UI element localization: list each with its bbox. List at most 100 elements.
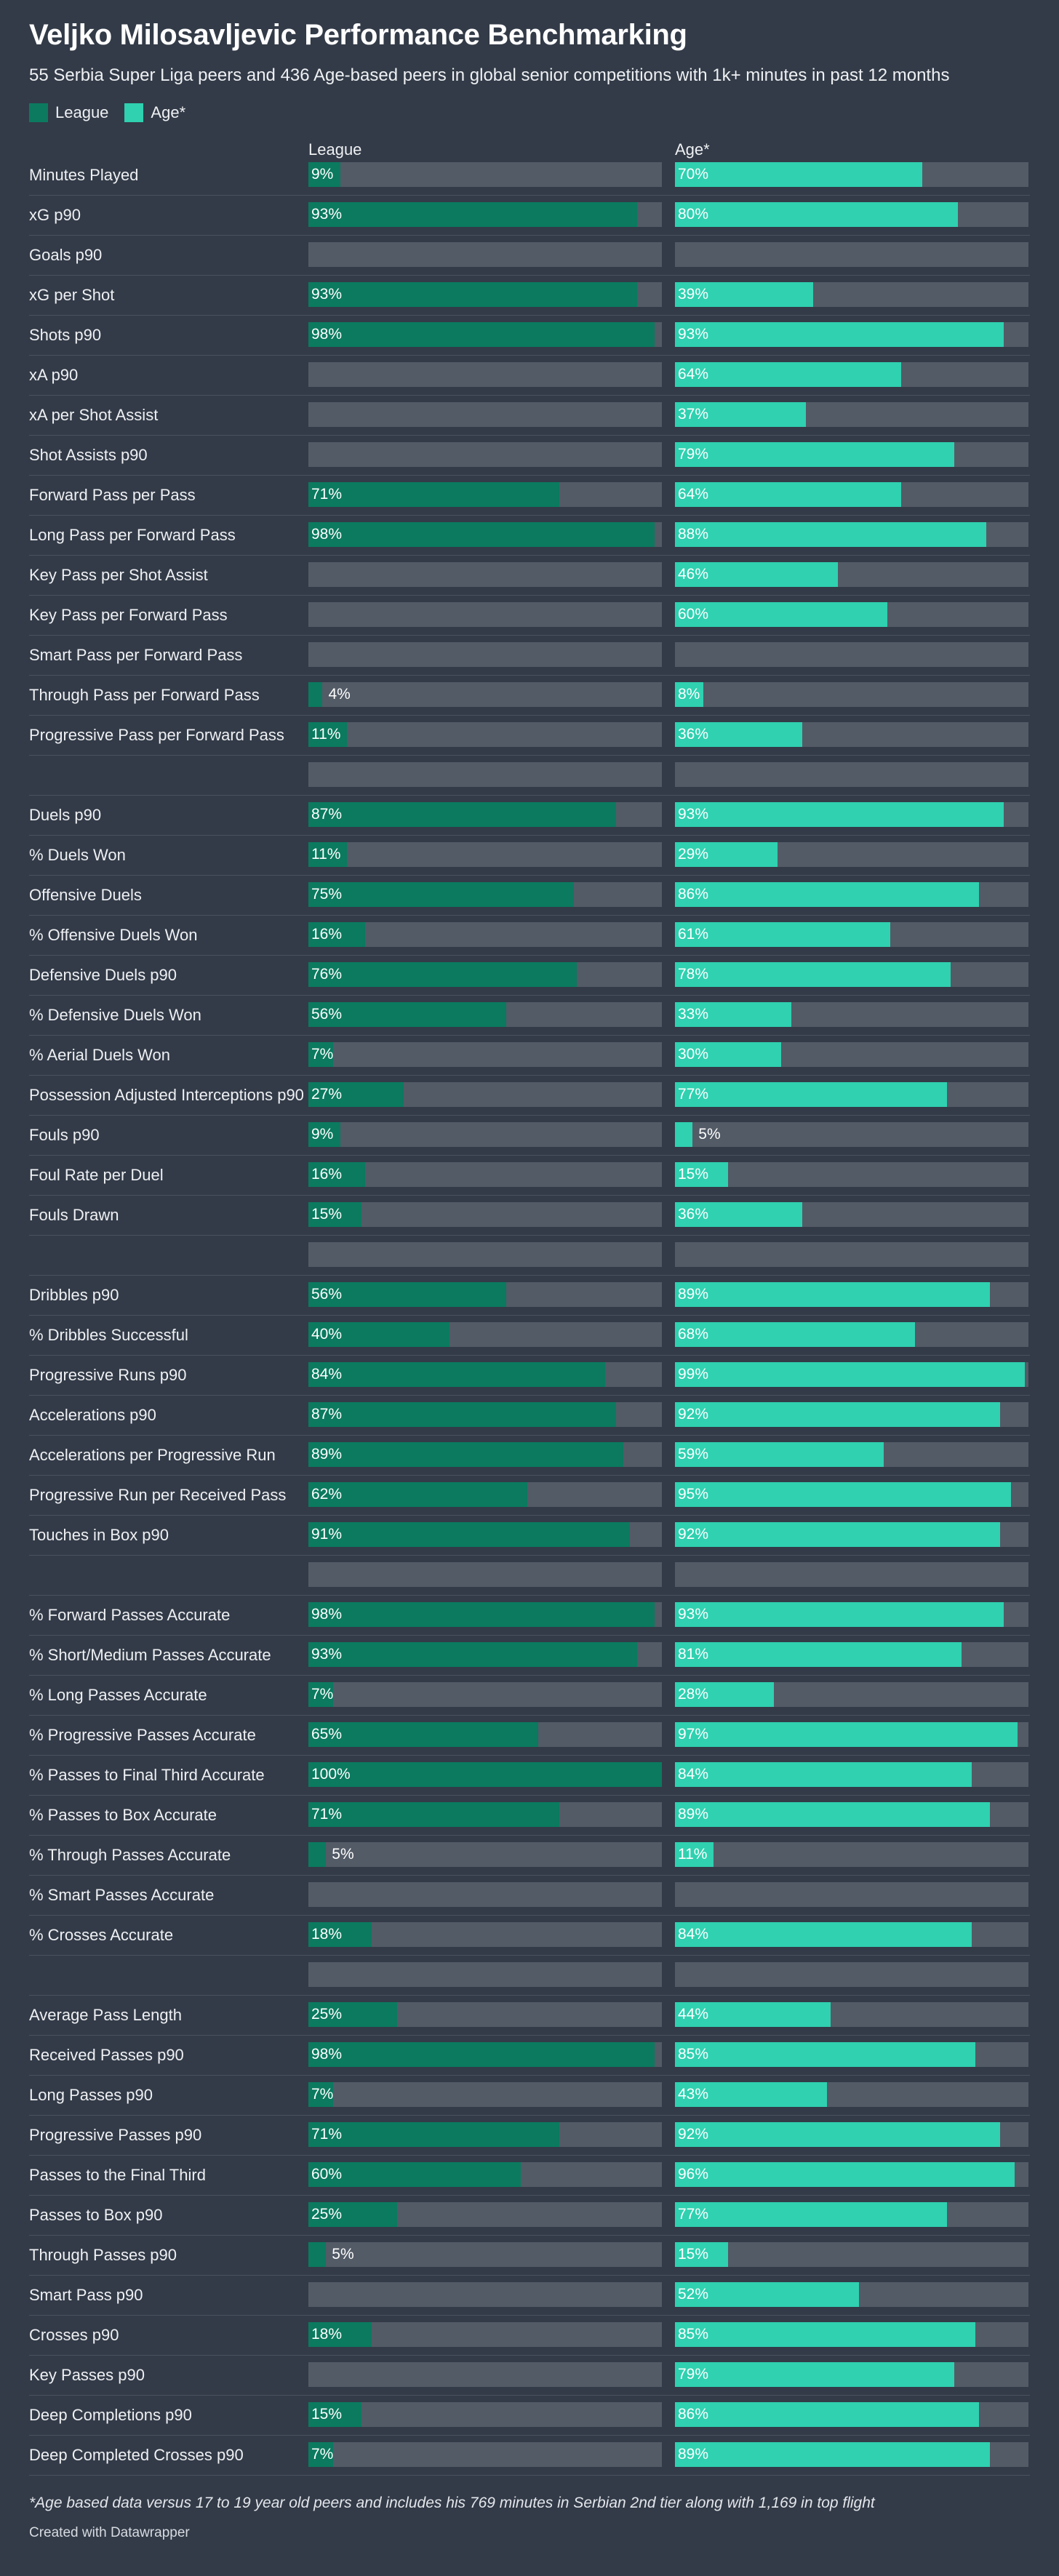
age-bar: [675, 2442, 990, 2467]
league-track: [308, 362, 662, 387]
league-bar: [308, 722, 348, 747]
age-value-label: 77%: [678, 2206, 709, 2223]
age-bar: [675, 2202, 948, 2227]
age-track: 36%: [675, 1202, 1028, 1227]
credit: Created with Datawrapper: [29, 2525, 190, 2540]
table-row: Possession Adjusted Interceptions p90 27%…: [29, 1076, 1030, 1116]
league-bar: [308, 802, 616, 827]
table-row: Goals p90: [29, 236, 1030, 276]
row-label: Through Pass per Forward Pass: [29, 686, 260, 704]
league-value-label: 9%: [311, 166, 334, 183]
age-value-label: 5%: [698, 1126, 721, 1143]
league-bar: [308, 1402, 616, 1427]
table-row: % Aerial Duels Won 7% 30%: [29, 1036, 1030, 1076]
age-track: 93%: [675, 1602, 1028, 1627]
age-bar: [675, 202, 958, 227]
league-track: 100%: [308, 1762, 662, 1787]
league-track: [308, 2282, 662, 2307]
age-track: [675, 1882, 1028, 1907]
league-track: [308, 1962, 662, 1987]
table-row: Progressive Run per Received Pass 62% 95%: [29, 1476, 1030, 1516]
age-bar: [675, 322, 1004, 347]
table-row: Touches in Box p90 91% 92%: [29, 1516, 1030, 1556]
table-row: Smart Pass per Forward Pass: [29, 636, 1030, 676]
league-bar: [308, 1922, 372, 1947]
table-row: % Forward Passes Accurate 98% 93%: [29, 1596, 1030, 1636]
league-value-label: 62%: [311, 1486, 343, 1503]
age-value-label: 64%: [678, 366, 709, 383]
league-bar: [308, 1122, 340, 1147]
age-bar: [675, 442, 954, 467]
league-value-label: 7%: [311, 2446, 334, 2463]
league-track: 89%: [308, 1442, 662, 1467]
league-value-label: 25%: [311, 2206, 343, 2223]
age-value-label: 93%: [678, 1606, 709, 1623]
row-label: % Long Passes Accurate: [29, 1686, 207, 1704]
league-track: [308, 402, 662, 427]
age-track: 70%: [675, 162, 1028, 187]
age-value-label: 92%: [678, 1406, 709, 1423]
age-bar: [675, 922, 891, 947]
row-label: Touches in Box p90: [29, 1526, 169, 1544]
league-track: 93%: [308, 282, 662, 307]
league-track: 18%: [308, 1922, 662, 1947]
league-bar: [308, 2242, 327, 2267]
table-row: Long Pass per Forward Pass 98% 88%: [29, 516, 1030, 556]
age-track: 96%: [675, 2162, 1028, 2187]
age-track: 43%: [675, 2082, 1028, 2107]
league-value-label: 7%: [311, 1046, 334, 1063]
age-track: [675, 642, 1028, 667]
age-track: 59%: [675, 1442, 1028, 1467]
table-row: % Through Passes Accurate 5% 11%: [29, 1836, 1030, 1876]
table-row: Fouls p90 9% 5%: [29, 1116, 1030, 1156]
age-value-label: 92%: [678, 1526, 709, 1543]
age-bar: [675, 1682, 775, 1707]
league-bar: [308, 1482, 528, 1507]
league-value-label: 16%: [311, 1166, 343, 1183]
league-track: 7%: [308, 1682, 662, 1707]
league-value-label: 18%: [311, 1926, 343, 1943]
table-row: % Smart Passes Accurate: [29, 1876, 1030, 1916]
league-bar: [308, 2122, 560, 2147]
age-track: [675, 1962, 1028, 1987]
table-row: Smart Pass p90 52%: [29, 2276, 1030, 2316]
league-bar: [308, 1642, 637, 1667]
age-value-label: 29%: [678, 846, 709, 863]
age-value-label: 77%: [678, 1086, 709, 1103]
league-bar: [308, 2322, 372, 2347]
age-track: 37%: [675, 402, 1028, 427]
table-row: % Long Passes Accurate 7% 28%: [29, 1676, 1030, 1716]
row-label: % Forward Passes Accurate: [29, 1606, 231, 1624]
table-row: Progressive Pass per Forward Pass 11% 36%: [29, 716, 1030, 756]
table-row: % Progressive Passes Accurate 65% 97%: [29, 1716, 1030, 1756]
league-value-label: 56%: [311, 1286, 343, 1303]
age-bar: [675, 882, 979, 907]
age-track: 77%: [675, 2202, 1028, 2227]
league-value-label: 93%: [311, 206, 343, 223]
age-bar: [675, 1602, 1004, 1627]
age-track: 46%: [675, 562, 1028, 587]
league-track: [308, 642, 662, 667]
row-label: Accelerations p90: [29, 1406, 156, 1424]
league-bar: [308, 1602, 655, 1627]
league-value-label: 87%: [311, 1406, 343, 1423]
age-track: 11%: [675, 1842, 1028, 1867]
league-bar: [308, 922, 365, 947]
age-bar: [675, 522, 986, 547]
league-bar: [308, 1802, 560, 1827]
age-track: 85%: [675, 2042, 1028, 2067]
league-bar: [308, 1282, 507, 1307]
league-track: [308, 602, 662, 627]
league-value-label: 9%: [311, 1126, 334, 1143]
table-row: Key Pass per Shot Assist 46%: [29, 556, 1030, 596]
league-value-label: 71%: [311, 2126, 343, 2143]
age-value-label: 79%: [678, 446, 709, 463]
age-track: 64%: [675, 482, 1028, 507]
age-bar: [675, 1162, 728, 1187]
age-bar: [675, 1082, 948, 1107]
age-track: 61%: [675, 922, 1028, 947]
table-row: Offensive Duels 75% 86%: [29, 876, 1030, 916]
table-row: Fouls Drawn 15% 36%: [29, 1196, 1030, 1236]
league-bar: [308, 2162, 521, 2187]
column-header-league: League: [308, 140, 362, 159]
